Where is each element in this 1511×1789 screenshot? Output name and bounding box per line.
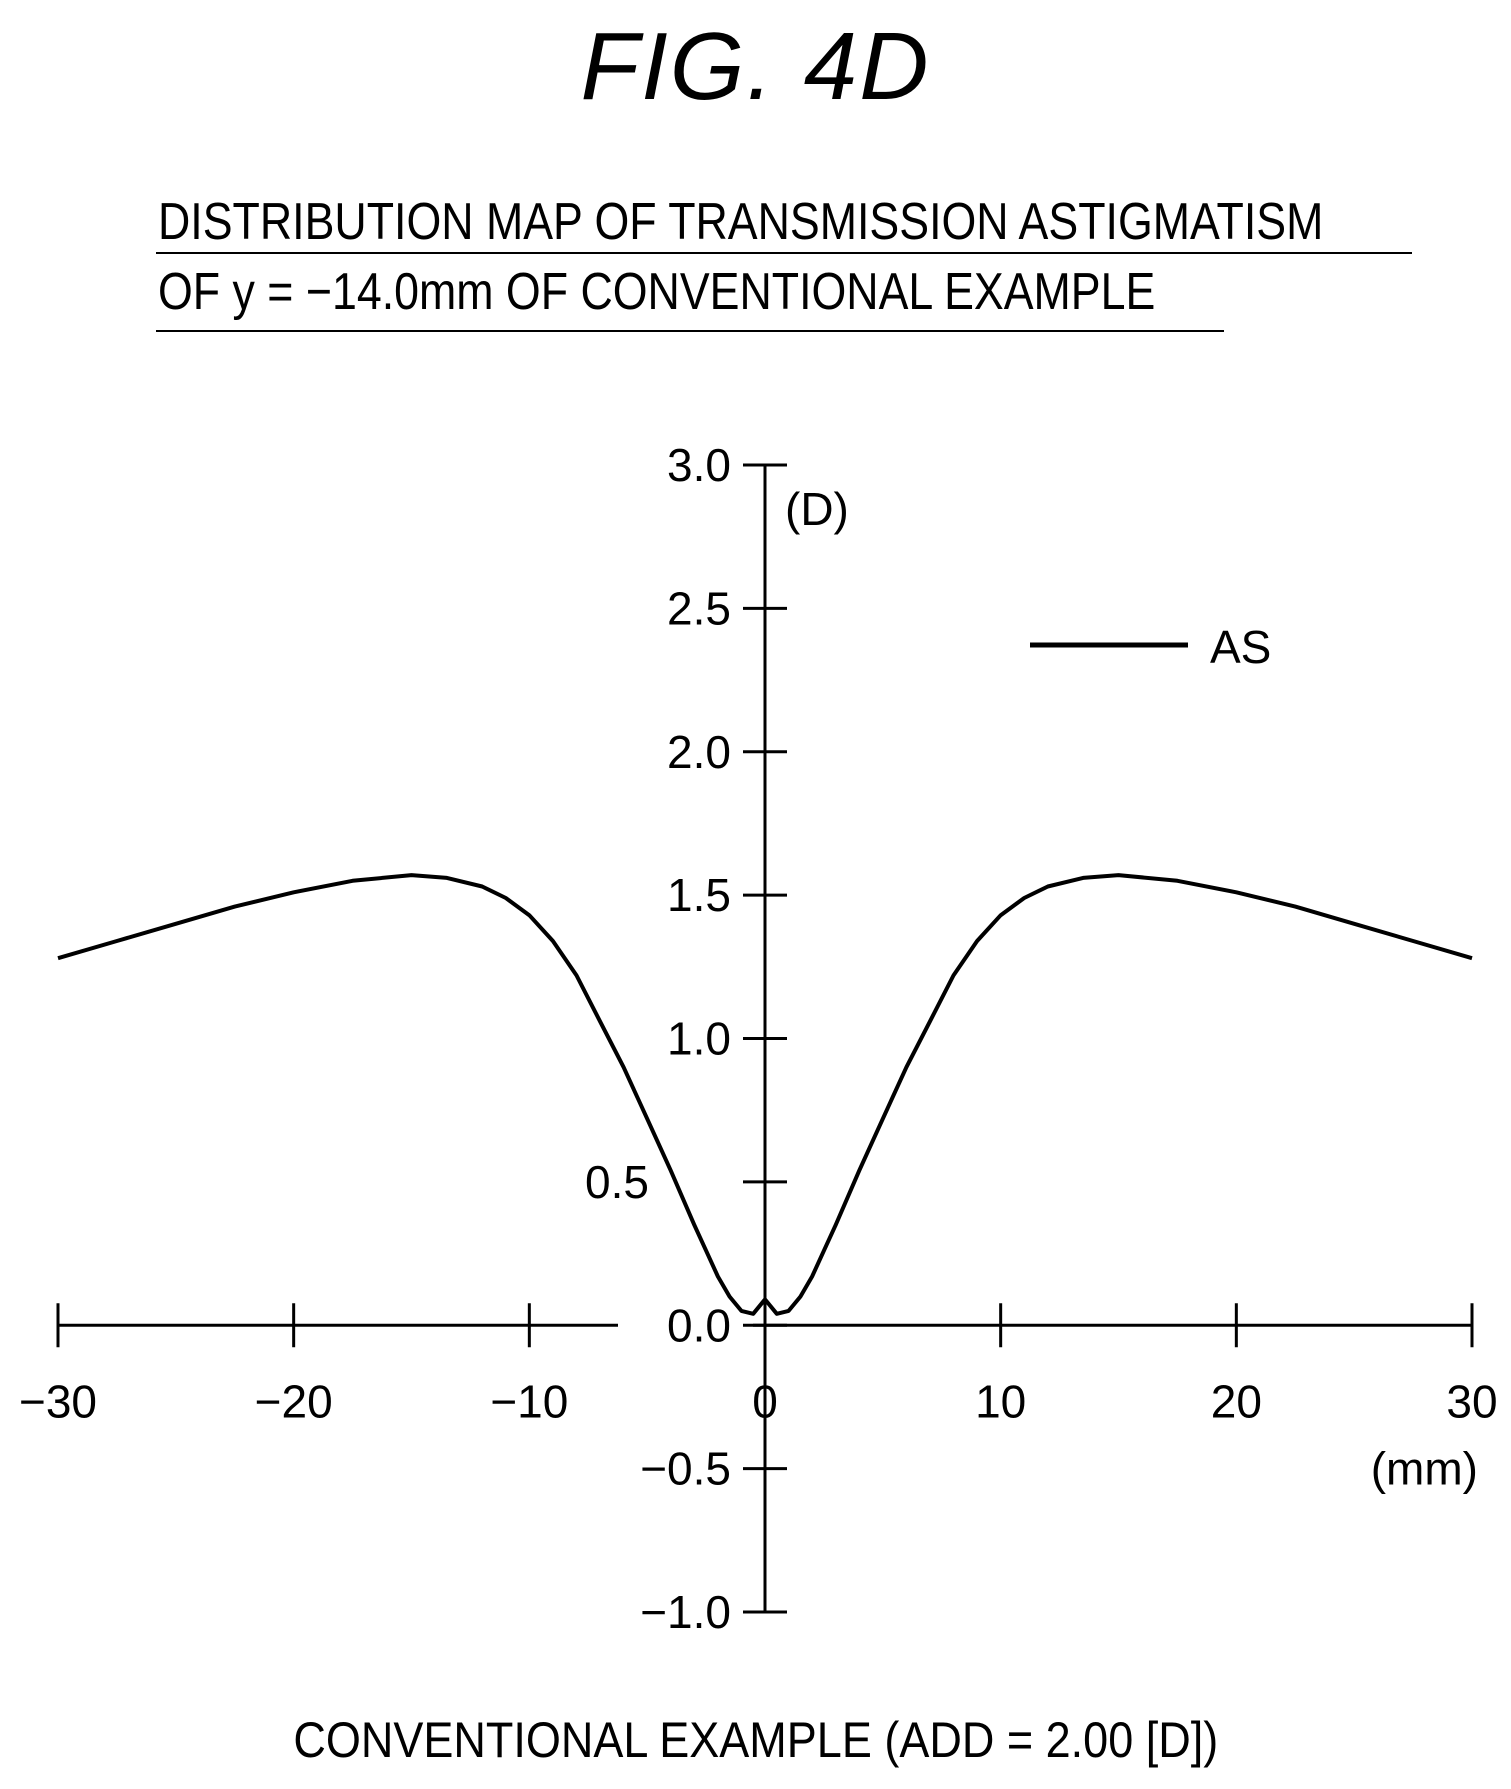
y-tick-label: −1.0 [640,1586,731,1638]
x-tick-label: 0 [752,1375,778,1427]
x-tick-label: −30 [19,1375,97,1427]
y-tick-label: 2.5 [667,582,731,634]
figure-label: FIG. 4D [580,13,931,120]
x-tick-label: −20 [255,1375,333,1427]
legend-label: AS [1210,621,1271,673]
y-axis-label: (D) [785,483,849,535]
x-tick-label: 10 [975,1375,1026,1427]
figure-caption: CONVENTIONAL EXAMPLE (ADD = 2.00 [D]) [0,1711,1511,1769]
x-tick-label: 20 [1211,1375,1262,1427]
x-tick-label: 30 [1446,1375,1497,1427]
chart-title-line-2: OF y = −14.0mm OF CONVENTIONAL EXAMPLE [158,263,1156,321]
x-tick-label: −10 [490,1375,568,1427]
y-tick-label: −0.5 [640,1443,731,1495]
y-tick-label: 2.0 [667,726,731,778]
title-underline-1 [156,252,1412,254]
x-axis-label: (mm) [1371,1443,1478,1495]
ticks: −30 −20 −10 0 10 20 30 3.0 2.5 2.0 1.5 1.0 0.5 0.0 −0.… [19,439,1498,1638]
y-tick-label: 1.0 [667,1013,731,1065]
y-tick-label: 1.5 [667,869,731,921]
series-line-as [57,873,1473,1316]
series-layer [57,873,1473,1316]
y-tick-label: 0.0 [667,1299,731,1351]
figure-caption-text: CONVENTIONAL EXAMPLE (ADD = 2.00 [D]) [293,1712,1218,1768]
legend: AS [1030,621,1271,673]
y-tick-label: 0.5 [585,1156,649,1208]
y-tick-label: 3.0 [667,439,731,491]
chart-title-line-1: DISTRIBUTION MAP OF TRANSMISSION ASTIGMA… [158,193,1324,251]
title-underline-2 [156,330,1224,332]
